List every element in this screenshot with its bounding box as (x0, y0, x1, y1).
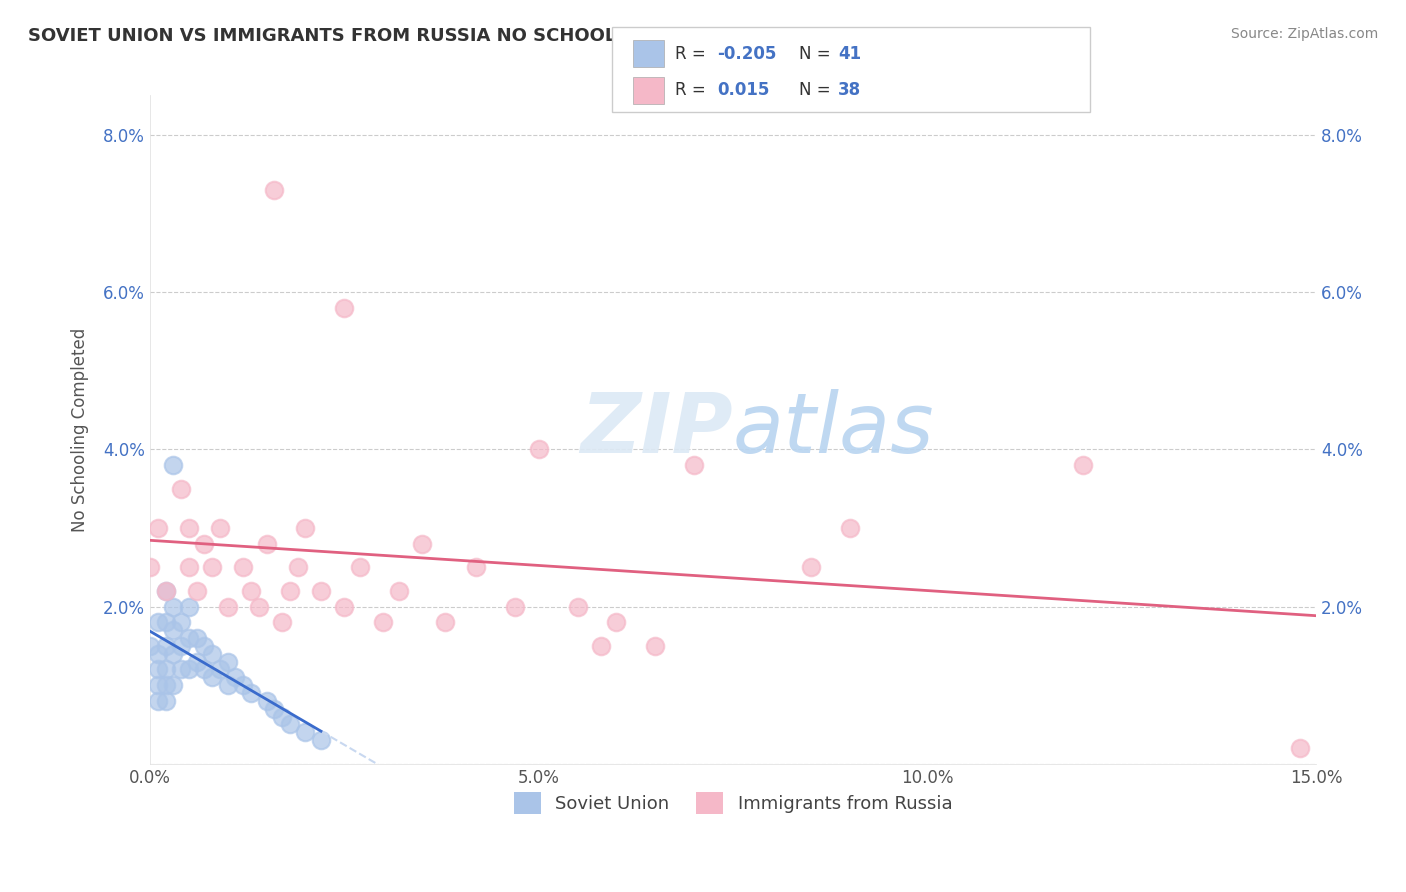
Point (465, 560, 488, 574)
Point (201, 560, 224, 574)
Point (224, 670, 246, 684)
Point (170, 615, 193, 630)
Point (1071, 458, 1094, 472)
Point (644, 639, 666, 653)
Point (155, 583, 177, 598)
Point (1289, 741, 1312, 756)
Point (287, 560, 309, 574)
Point (333, 301, 356, 315)
Point (146, 694, 169, 708)
Point (505, 599, 527, 614)
Point (155, 678, 177, 692)
Point (263, 183, 285, 197)
Point (271, 709, 294, 723)
Point (155, 639, 177, 653)
Point (162, 647, 184, 661)
Point (146, 678, 169, 692)
Point (232, 678, 254, 692)
Point (162, 458, 184, 472)
Point (162, 678, 184, 692)
Point (139, 639, 162, 653)
Point (683, 458, 706, 472)
Point (800, 560, 823, 574)
Point (146, 662, 169, 676)
Point (217, 678, 239, 692)
Point (411, 536, 433, 550)
Point (388, 583, 411, 598)
Point (217, 599, 239, 614)
Point (155, 615, 177, 630)
Point (177, 521, 200, 535)
Point (186, 583, 208, 598)
Legend: Soviet Union, Immigrants from Russia: Soviet Union, Immigrants from Russia (506, 785, 960, 822)
Point (139, 560, 162, 574)
Point (155, 583, 177, 598)
Point (170, 482, 193, 496)
Point (240, 583, 263, 598)
Point (605, 615, 627, 630)
Point (294, 725, 316, 739)
Point (208, 521, 231, 535)
Text: N =: N = (799, 81, 835, 99)
Point (263, 702, 285, 716)
Point (208, 662, 231, 676)
Point (155, 694, 177, 708)
Y-axis label: No Schooling Completed: No Schooling Completed (72, 327, 89, 532)
Text: 38: 38 (838, 81, 860, 99)
Point (193, 662, 215, 676)
Text: 41: 41 (838, 45, 860, 62)
Text: ZIP: ZIP (581, 389, 733, 470)
Point (186, 631, 208, 645)
Text: Source: ZipAtlas.com: Source: ZipAtlas.com (1230, 27, 1378, 41)
Point (146, 615, 169, 630)
Text: N =: N = (799, 45, 835, 62)
Text: -0.205: -0.205 (717, 45, 776, 62)
Point (201, 670, 224, 684)
Point (201, 647, 224, 661)
Point (349, 560, 371, 574)
Point (256, 694, 278, 708)
Point (527, 442, 550, 457)
Point (247, 599, 270, 614)
Point (838, 521, 860, 535)
Point (155, 662, 177, 676)
Point (232, 560, 254, 574)
Point (567, 599, 589, 614)
Point (278, 583, 301, 598)
Point (589, 639, 612, 653)
Text: SOVIET UNION VS IMMIGRANTS FROM RUSSIA NO SCHOOLING COMPLETED CORRELATION CHART: SOVIET UNION VS IMMIGRANTS FROM RUSSIA N… (28, 27, 1004, 45)
Point (240, 686, 263, 700)
Point (170, 639, 193, 653)
Point (162, 623, 184, 637)
Point (309, 583, 332, 598)
Point (186, 655, 208, 669)
Point (271, 615, 294, 630)
Point (294, 521, 316, 535)
Point (162, 599, 184, 614)
Point (434, 615, 457, 630)
Point (217, 655, 239, 669)
Point (177, 662, 200, 676)
Point (177, 560, 200, 574)
Point (256, 536, 278, 550)
Text: R =: R = (675, 45, 711, 62)
Point (309, 733, 332, 747)
Point (278, 717, 301, 731)
Point (146, 521, 169, 535)
Point (193, 536, 215, 550)
Point (170, 662, 193, 676)
Text: R =: R = (675, 81, 711, 99)
Point (177, 599, 200, 614)
Point (193, 639, 215, 653)
Point (177, 631, 200, 645)
Point (146, 647, 169, 661)
Point (373, 615, 395, 630)
Point (333, 599, 356, 614)
Text: atlas: atlas (733, 389, 935, 470)
Text: 0.015: 0.015 (717, 81, 769, 99)
